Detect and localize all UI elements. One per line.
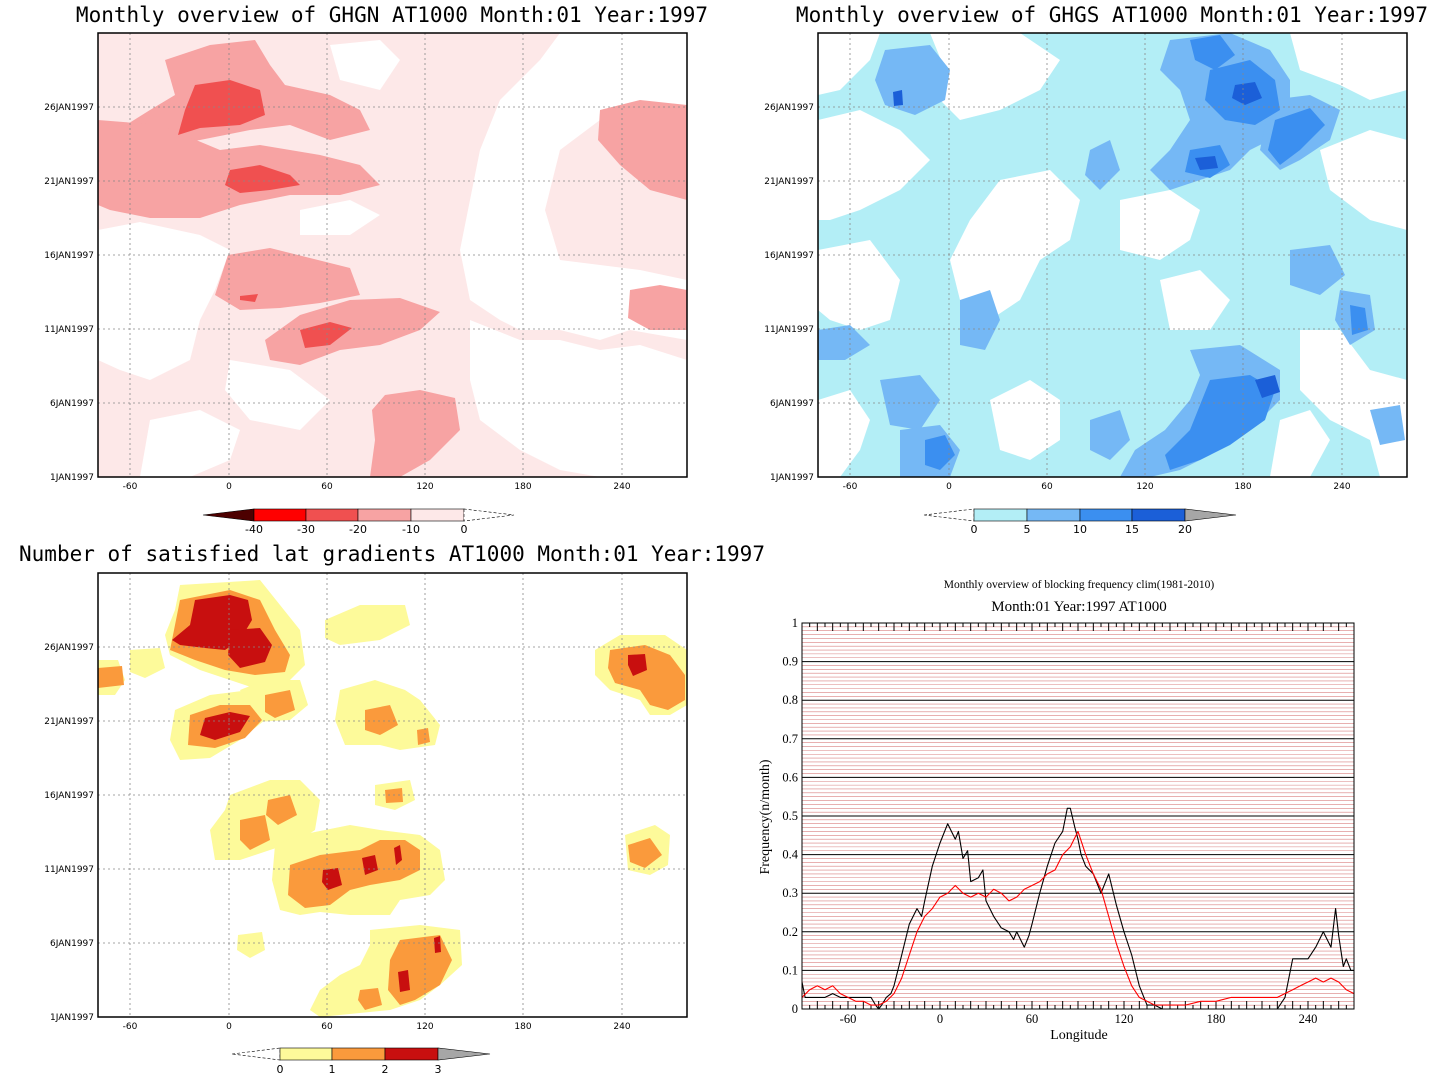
blocking-x-tick-label: -60 [840,1012,857,1026]
blocking-x-tick-label: 240 [1299,1012,1318,1026]
blocking-ylabel: Frequency(n/month) [758,759,773,874]
ghgs-title: Monthly overview of GHGS AT1000 Month:01… [796,3,1428,27]
ghgs-x-tick: 120 [1136,482,1153,492]
ghgs-y-tick: 11JAN1997 [764,325,814,335]
ghgn-cb-tick: -40 [245,523,263,536]
blocking-y-tick-label: 0.6 [782,770,798,784]
lat-x-tick: 240 [613,1022,630,1032]
blocking-y-tick-label: 0.8 [782,693,798,707]
blocking-x-tick-label: 120 [1115,1012,1134,1026]
ghgn-title: Monthly overview of GHGN AT1000 Month:01… [76,3,708,27]
ghgn-cb-tick: -20 [349,523,367,536]
blocking-x-tick-label: 180 [1207,1012,1226,1026]
lat-x-tick: 60 [321,1022,333,1032]
ghgn-y-tick: 11JAN1997 [44,325,94,335]
blocking-y-tick-label: 0.3 [782,886,798,900]
blocking-series-line-2 [801,830,1355,1006]
ghgn-grid [98,33,687,477]
lat-x-tick: 120 [416,1022,433,1032]
ghgn-y-tick: 21JAN1997 [44,177,94,187]
lat-cb-tick: 3 [435,1063,442,1076]
lat-colorbar: 0 1 2 3 [231,1047,491,1076]
ghgn-frame [97,32,688,478]
blocking-y-tick-label: 0.4 [782,848,798,862]
ghgs-x-tick: 240 [1333,482,1350,492]
blocking-y-tick-label: 0 [792,1002,798,1016]
blocking-panel: Monthly overview of blocking frequency c… [758,579,1355,1043]
ghgn-colorbar: -40 -30 -20 -10 0 [202,508,515,536]
ghgn-x-tick: 60 [321,482,333,492]
ghgn-x-tick: -60 [123,482,138,492]
blocking-frame [801,622,1355,1010]
ghgn-panel: Monthly overview of GHGN AT1000 Month:01… [44,3,708,536]
ghgs-x-tick: 180 [1234,482,1251,492]
lat-y-tick: 26JAN1997 [44,643,94,653]
lat-grid [98,573,687,1017]
ghgn-x-tick: 180 [514,482,531,492]
ghgs-cb-tick: 10 [1073,523,1087,536]
ghgs-x-ticks: -60 0 60 120 180 240 [843,482,1351,492]
ghgs-y-tick: 21JAN1997 [764,177,814,187]
blocking-x-tick-labels: -60 0 60 120 180 240 [840,1012,1318,1026]
ghgs-y-tick: 16JAN1997 [764,251,814,261]
ghgs-cb-tick: 15 [1125,523,1139,536]
ghgs-colorbar: 0 5 10 15 20 [923,508,1237,536]
lat-panel: Number of satisfied lat gradients AT1000… [19,542,765,1076]
ghgs-frame [817,32,1408,478]
ghgs-x-tick: -60 [843,482,858,492]
lat-y-ticks: 26JAN1997 21JAN1997 16JAN1997 11JAN1997 … [44,643,94,1023]
ghgs-x-tick: 0 [946,482,952,492]
lat-y-tick: 1JAN1997 [50,1013,94,1023]
lat-cb-tick: 1 [329,1063,336,1076]
blocking-subtitle: Month:01 Year:1997 AT1000 [991,599,1166,615]
ghgs-x-tick: 60 [1041,482,1053,492]
ghgs-cb-tick: 5 [1024,523,1031,536]
lat-y-tick: 11JAN1997 [44,865,94,875]
ghgn-y-tick: 6JAN1997 [50,399,94,409]
ghgs-cb-tick: 0 [971,523,978,536]
ghgn-y-tick: 26JAN1997 [44,103,94,113]
lat-x-tick: 180 [514,1022,531,1032]
ghgs-y-tick: 1JAN1997 [770,473,814,483]
blocking-y-tick-labels: 0 0.1 0.2 0.3 0.4 0.5 0.6 0.7 0.8 0.9 1 [782,616,798,1016]
blocking-y-tick-label: 0.1 [782,963,798,977]
blocking-x-tick-label: 60 [1026,1012,1039,1026]
ghgs-cb-tick: 20 [1178,523,1192,536]
ghgs-y-ticks: 26JAN1997 21JAN1997 16JAN1997 11JAN1997 … [764,103,814,483]
lat-cb-tick: 2 [382,1063,389,1076]
ghgs-grid [818,33,1407,477]
lat-y-tick: 21JAN1997 [44,717,94,727]
ghgn-y-ticks: 26JAN1997 21JAN1997 16JAN1997 11JAN1997 … [44,103,94,483]
ghgn-y-tick: 1JAN1997 [50,473,94,483]
lat-x-ticks: -60 0 60 120 180 240 [123,1022,631,1032]
ghgn-cb-tick: -10 [402,523,420,536]
ghgn-y-tick: 16JAN1997 [44,251,94,261]
ghgn-cb-tick: -30 [297,523,315,536]
ghgn-cb-tick: 0 [461,523,468,536]
blocking-x-tick-label: 0 [937,1012,943,1026]
lat-cb-tick: 0 [277,1063,284,1076]
ghgn-x-ticks: -60 0 60 120 180 240 [123,482,631,492]
blocking-y-tick-label: 0.2 [782,925,798,939]
ghgs-panel: Monthly overview of GHGS AT1000 Month:01… [764,3,1428,536]
ghgs-y-tick: 6JAN1997 [770,399,814,409]
blocking-xlabel: Longitude [1050,1028,1108,1043]
blocking-y-tick-label: 0.9 [782,655,798,669]
lat-y-tick: 6JAN1997 [50,939,94,949]
ghgn-x-tick: 120 [416,482,433,492]
ghgn-x-tick: 0 [226,482,232,492]
lat-frame [97,572,688,1018]
lat-y-tick: 16JAN1997 [44,791,94,801]
lat-title: Number of satisfied lat gradients AT1000… [19,542,765,566]
ghgn-x-tick: 240 [613,482,630,492]
lat-x-tick: 0 [226,1022,232,1032]
lat-x-tick: -60 [123,1022,138,1032]
blocking-major-grid [802,661,1354,971]
blocking-y-tick-label: 0.7 [782,732,798,746]
blocking-y-tick-label: 0.5 [782,809,798,823]
blocking-title: Monthly overview of blocking frequency c… [944,579,1215,591]
ghgs-y-tick: 26JAN1997 [764,103,814,113]
blocking-y-tick-label: 1 [792,616,798,630]
